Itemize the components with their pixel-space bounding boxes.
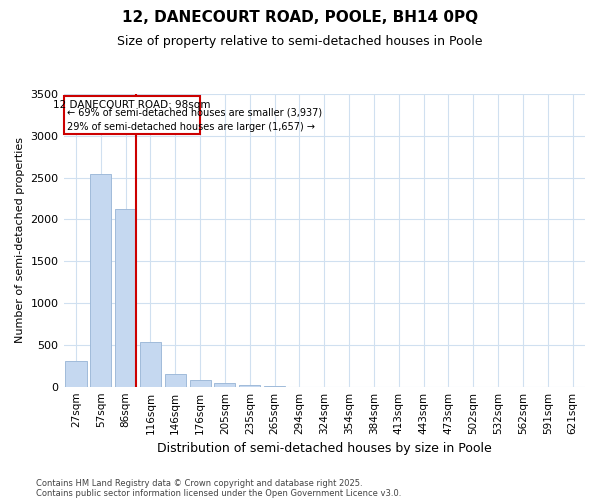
Text: 29% of semi-detached houses are larger (1,657) →: 29% of semi-detached houses are larger (… bbox=[67, 122, 315, 132]
Text: Contains HM Land Registry data © Crown copyright and database right 2025.: Contains HM Land Registry data © Crown c… bbox=[36, 478, 362, 488]
Text: Size of property relative to semi-detached houses in Poole: Size of property relative to semi-detach… bbox=[117, 35, 483, 48]
Text: Contains public sector information licensed under the Open Government Licence v3: Contains public sector information licen… bbox=[36, 488, 401, 498]
Bar bbox=[190, 380, 211, 386]
Text: 12, DANECOURT ROAD, POOLE, BH14 0PQ: 12, DANECOURT ROAD, POOLE, BH14 0PQ bbox=[122, 10, 478, 25]
Bar bbox=[165, 374, 186, 386]
Bar bbox=[65, 361, 86, 386]
Text: 12 DANECOURT ROAD: 98sqm: 12 DANECOURT ROAD: 98sqm bbox=[53, 100, 211, 110]
Bar bbox=[214, 383, 235, 386]
Bar bbox=[115, 208, 136, 386]
X-axis label: Distribution of semi-detached houses by size in Poole: Distribution of semi-detached houses by … bbox=[157, 442, 491, 455]
Bar bbox=[140, 342, 161, 386]
Text: ← 69% of semi-detached houses are smaller (3,937): ← 69% of semi-detached houses are smalle… bbox=[67, 108, 322, 118]
Y-axis label: Number of semi-detached properties: Number of semi-detached properties bbox=[15, 138, 25, 344]
FancyBboxPatch shape bbox=[64, 96, 200, 134]
Bar bbox=[90, 174, 112, 386]
